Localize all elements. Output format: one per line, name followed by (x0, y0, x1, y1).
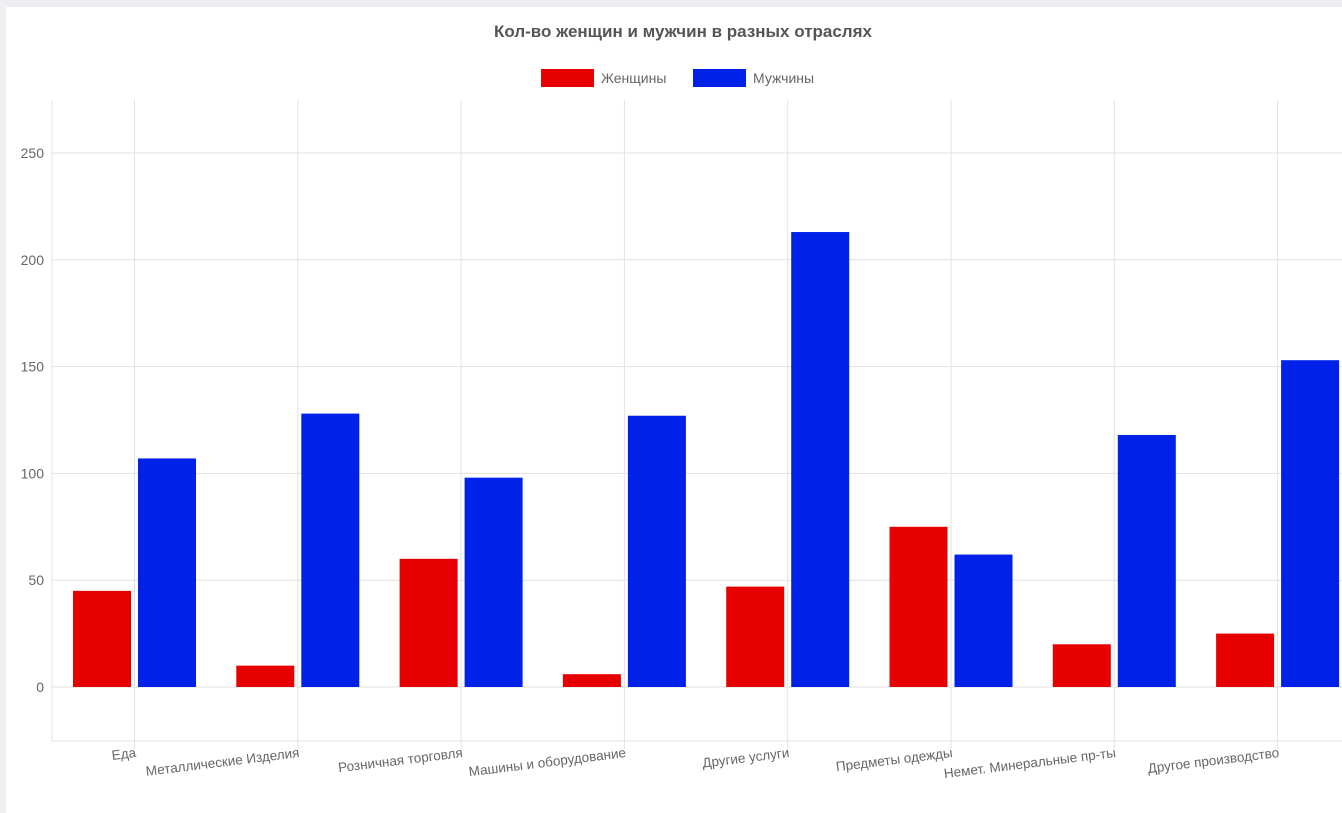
top-border-strip (0, 0, 1342, 7)
bar-women-5[interactable] (889, 526, 948, 687)
y-tick-label: 100 (21, 465, 45, 481)
bar-men-4[interactable] (791, 232, 850, 688)
y-tick-label: 50 (28, 572, 44, 588)
chart-title: Кол-во женщин и мужчин в разных отраслях (494, 22, 873, 41)
bar-men-5[interactable] (954, 554, 1013, 687)
grid (51, 100, 1342, 749)
y-tick-label: 0 (36, 679, 44, 695)
bar-men-6[interactable] (1117, 434, 1176, 687)
x-category-label: Немет. Минеральные пр-ты (943, 745, 1117, 781)
legend-label-men: Мужчины (753, 70, 814, 86)
y-tick-label: 200 (21, 252, 45, 268)
bar-men-0[interactable] (138, 458, 196, 687)
y-axis-ticks: 0 50 100 150 200 250 (21, 145, 45, 695)
y-tick-label: 250 (21, 145, 45, 161)
x-category-label: Другое производство (1147, 745, 1280, 776)
legend-swatch-men (693, 69, 746, 87)
x-category-label: Предметы одежды (835, 745, 953, 774)
legend-item-women[interactable]: Женщины (541, 69, 666, 87)
bars (73, 232, 1340, 688)
legend-swatch-women (541, 69, 594, 87)
bar-men-7[interactable] (1281, 360, 1340, 687)
x-category-label: Металлические Изделия (145, 745, 300, 779)
bar-men-3[interactable] (627, 415, 686, 687)
bar-women-0[interactable] (73, 590, 131, 687)
y-tick-label: 150 (21, 359, 45, 375)
legend-label-women: Женщины (601, 70, 666, 86)
x-category-label: Машины и оборудование (468, 745, 627, 779)
x-axis-categories: Еда Металлические Изделия Розничная торгов… (111, 745, 1280, 781)
bar-women-7[interactable] (1216, 633, 1275, 687)
legend-item-men[interactable]: Мужчины (693, 69, 814, 87)
x-category-label: Другие услуги (701, 745, 790, 771)
bar-women-3[interactable] (562, 674, 621, 687)
bar-men-2[interactable] (464, 477, 523, 687)
bar-women-6[interactable] (1052, 644, 1111, 687)
bar-women-4[interactable] (726, 586, 785, 687)
legend: Женщины Мужчины (541, 69, 814, 87)
left-border-strip (0, 0, 6, 813)
x-category-label: Розничная торговля (337, 745, 463, 775)
bar-men-1[interactable] (301, 413, 360, 687)
bar-women-2[interactable] (399, 558, 458, 687)
bar-women-1[interactable] (236, 665, 295, 687)
x-category-label: Еда (111, 745, 138, 763)
